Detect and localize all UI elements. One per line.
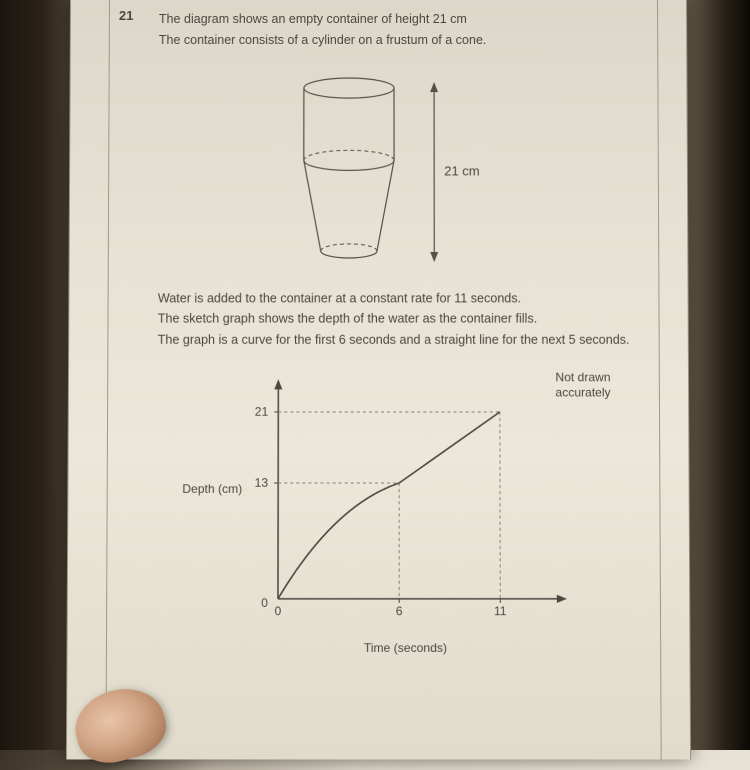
- container-svg: 21 cm: [253, 70, 514, 271]
- svg-text:6: 6: [396, 604, 403, 618]
- container-diagram: 21 cm: [253, 70, 514, 271]
- y-axis-label: Depth (cm): [182, 481, 242, 495]
- mid-line-1: Water is added to the container at a con…: [158, 289, 650, 308]
- svg-text:21: 21: [255, 404, 269, 418]
- right-margin: [657, 0, 662, 759]
- intro-line-1: The diagram shows an empty container of …: [159, 10, 648, 29]
- intro-line-2: The container consists of a cylinder on …: [159, 31, 648, 50]
- left-margin: [105, 0, 110, 759]
- intro-text: The diagram shows an empty container of …: [159, 10, 648, 50]
- graph-area: Not drawn accurately Depth (cm) 21: [187, 365, 632, 640]
- svg-text:0: 0: [261, 596, 268, 610]
- exam-page: 21 The diagram shows an empty container …: [66, 0, 691, 759]
- mid-text: Water is added to the container at a con…: [158, 289, 650, 350]
- mid-line-3: The graph is a curve for the first 6 sec…: [158, 331, 650, 350]
- svg-text:11: 11: [494, 604, 507, 618]
- question-content: 21 The diagram shows an empty container …: [116, 8, 651, 639]
- svg-text:0: 0: [275, 604, 282, 618]
- question-number: 21: [119, 8, 134, 23]
- svg-text:13: 13: [255, 475, 269, 489]
- height-label: 21 cm: [444, 163, 479, 178]
- mid-line-2: The sketch graph shows the depth of the …: [158, 310, 650, 329]
- accuracy-note: Not drawn accurately: [555, 370, 610, 402]
- x-axis-label: Time (seconds): [364, 640, 447, 654]
- graph-svg: 21 13 0 0 6 11: [187, 365, 632, 629]
